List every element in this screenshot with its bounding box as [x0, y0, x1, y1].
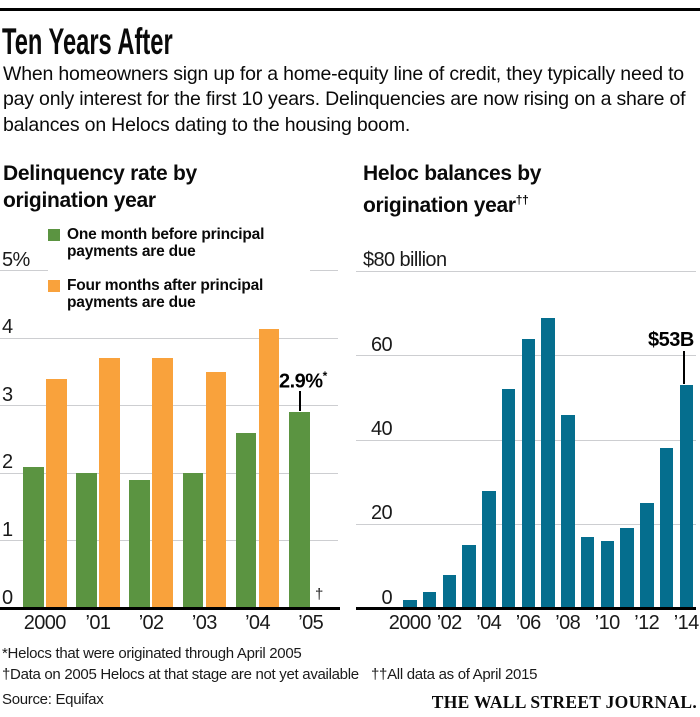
y-tick-label: 4: [2, 316, 13, 339]
bar-2004: [482, 490, 496, 609]
wsj-brand: THE WALL STREET JOURNAL.: [431, 692, 697, 712]
footnote-double-dagger: ††All data as of April 2015: [371, 666, 538, 683]
footnote-dagger: †Data on 2005 Helocs at that stage are n…: [2, 666, 359, 683]
left-chart-title: Delinquency rate by origination year: [3, 160, 197, 214]
legend-item-four-months: Four months after principal payments are…: [48, 277, 310, 311]
dagger-marker: †: [315, 586, 324, 603]
x-tick-label: ’02: [138, 612, 164, 634]
annotation-pointer-line: [298, 391, 301, 411]
y-tick-label: 5%: [2, 248, 30, 271]
y-tick-label: 2: [2, 451, 13, 474]
right-chart-title-line2: origination year††: [363, 193, 529, 217]
bar-2006: [521, 338, 535, 609]
bar-2014: [679, 385, 693, 609]
annotation-pointer-line: [682, 351, 685, 384]
bar-02-series0: [129, 480, 150, 609]
annotation-2-9-percent: 2.9%*: [279, 369, 328, 393]
y-axis-unit-label: $80 billion: [363, 248, 447, 271]
footnote-asterisk: *Helocs that were originated through Apr…: [2, 645, 302, 662]
right-chart-title-line1: Heloc balances by: [363, 162, 542, 185]
y-tick-label: 20: [370, 502, 393, 525]
bar-01-series1: [99, 358, 120, 609]
legend-label: Four months after principal payments are…: [67, 277, 264, 311]
bar-03-series1: [205, 371, 227, 609]
bar-2013: [659, 448, 674, 609]
page-description: When homeowners sign up for a home-equit…: [3, 63, 686, 136]
bar-03-series0: [182, 473, 204, 609]
bar-04-series0: [235, 432, 257, 609]
bar-2009: [580, 536, 595, 609]
bar-05-series0: [289, 412, 310, 609]
gridline: [356, 271, 696, 272]
x-tick-label: 2000: [23, 612, 67, 634]
bar-2001: [422, 591, 437, 609]
bar-2008: [561, 414, 575, 609]
annotation-53b: $53B: [648, 329, 694, 351]
x-axis: [0, 607, 340, 610]
bar-04-series1: [258, 324, 280, 609]
y-tick-label: 40: [370, 418, 393, 440]
bar-2012: [640, 503, 654, 609]
y-tick-label: 0: [2, 586, 13, 609]
page-title: Ten Years After: [2, 21, 173, 62]
bar-2000: [403, 600, 417, 609]
legend: One month before principal payments are …: [48, 226, 310, 329]
green-swatch-icon: [48, 229, 60, 241]
x-tick-label: ’08: [555, 612, 581, 634]
asterisk-superscript: *: [322, 369, 328, 383]
bar-01-series0: [76, 473, 97, 609]
legend-item-one-month: One month before principal payments are …: [48, 226, 310, 260]
bar-2000-series1: [46, 378, 67, 609]
y-tick-label: 60: [370, 333, 393, 356]
bar-2003: [462, 545, 476, 609]
top-rule: [0, 8, 700, 11]
bar-02-series1: [152, 358, 173, 609]
y-tick-label: 3: [2, 383, 13, 406]
x-tick-label: ’05: [298, 612, 324, 634]
x-tick-label: ’01: [85, 612, 111, 634]
y-tick-label: 0: [381, 586, 392, 609]
x-tick-label: ’02: [436, 612, 462, 634]
bar-2000-series0: [23, 466, 44, 609]
y-tick-label: 1: [2, 518, 13, 541]
x-tick-label: ’12: [634, 612, 660, 634]
bar-2005: [501, 389, 516, 609]
x-tick-label: ’04: [476, 612, 502, 634]
left-chart-title-line2: origination year: [3, 189, 156, 212]
legend-label: One month before principal payments are …: [67, 226, 265, 260]
x-tick-label: ’14: [673, 612, 699, 634]
x-tick-label: ’03: [191, 612, 217, 634]
bar-2010: [600, 541, 614, 609]
bar-2007: [541, 317, 555, 609]
right-chart-title: Heloc balances by origination year††: [363, 160, 541, 219]
left-chart-title-line1: Delinquency rate by: [3, 162, 197, 185]
x-tick-label: ’06: [515, 612, 541, 634]
source-credit: Source: Equifax: [2, 691, 104, 708]
bar-2011: [620, 528, 634, 609]
x-tick-label: ’04: [245, 612, 270, 634]
double-dagger-superscript: ††: [515, 193, 529, 207]
x-tick-label: 2000: [388, 612, 432, 634]
x-tick-label: ’10: [594, 612, 620, 634]
x-axis: [356, 607, 696, 610]
orange-swatch-icon: [48, 280, 60, 292]
bar-2002: [442, 574, 456, 609]
gridline: [0, 337, 338, 339]
